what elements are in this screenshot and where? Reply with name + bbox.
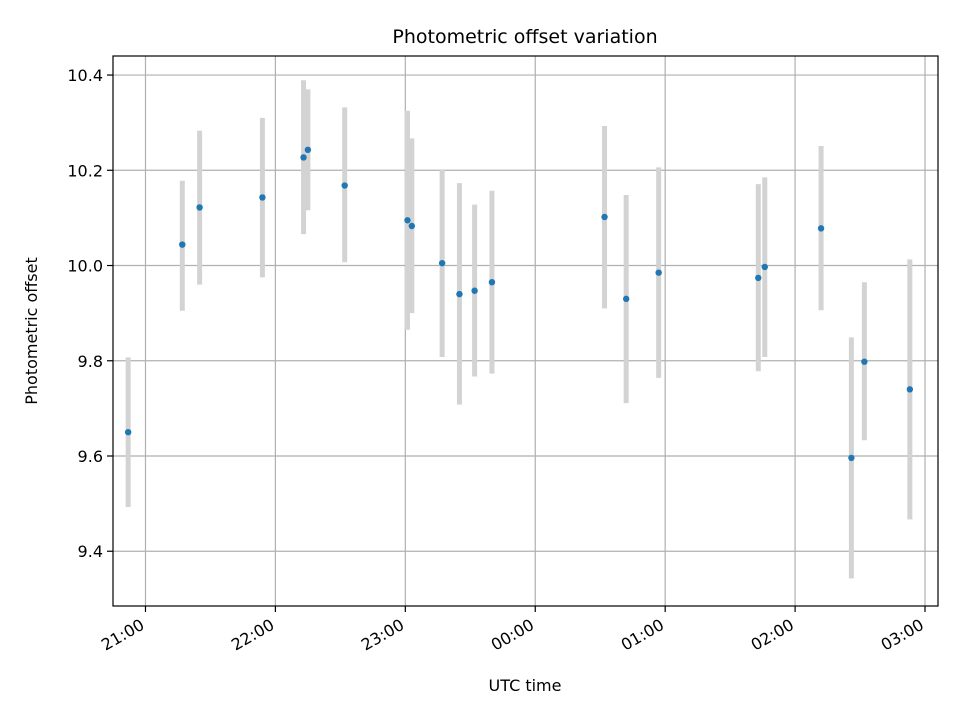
data-point: [300, 154, 307, 161]
data-points: [124, 146, 914, 462]
chart-title: Photometric offset variation: [392, 26, 657, 48]
y-tick-label: 10.0: [67, 257, 103, 276]
data-point: [404, 217, 411, 224]
data-point: [179, 241, 186, 248]
y-axis-label: Photometric offset: [22, 257, 41, 405]
plot-frame: [112, 55, 939, 607]
data-point: [259, 194, 266, 201]
data-point: [456, 290, 463, 298]
data-point: [622, 295, 630, 303]
data-point: [488, 278, 496, 286]
data-point: [861, 358, 868, 365]
data-point: [124, 428, 132, 436]
y-tick-label: 9.6: [78, 447, 103, 466]
data-point: [341, 182, 348, 189]
data-point: [755, 274, 762, 282]
data-point: [438, 259, 446, 267]
data-point: [471, 287, 478, 294]
x-axis-label: UTC time: [489, 676, 562, 695]
y-tick-label: 10.4: [67, 66, 103, 85]
data-point: [817, 225, 825, 232]
grid-lines: [113, 56, 938, 606]
data-point: [601, 213, 608, 221]
y-axis-ticks: 9.4 9.6 9.8 10.0 10.2 10.4: [67, 66, 113, 561]
data-point: [848, 454, 855, 462]
y-tick-label: 9.4: [78, 542, 103, 561]
y-tick-label: 10.2: [67, 161, 103, 180]
y-tick-label: 9.8: [78, 352, 103, 371]
data-point: [906, 386, 914, 393]
data-point: [304, 146, 312, 154]
data-point: [408, 222, 416, 230]
data-point: [761, 263, 768, 271]
data-point: [196, 204, 203, 211]
data-point: [655, 269, 662, 276]
